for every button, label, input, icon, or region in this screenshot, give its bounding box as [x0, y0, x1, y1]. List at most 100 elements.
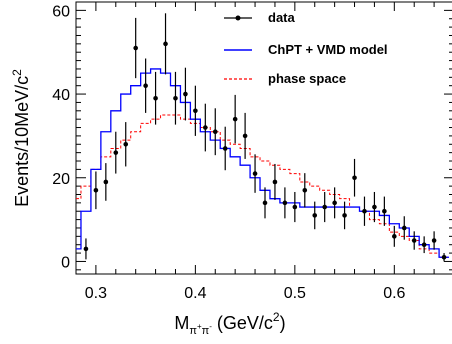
- data-point-marker: [163, 41, 168, 47]
- data-point-marker: [252, 171, 258, 176]
- model-step-line: [76, 68, 450, 258]
- data-point: [302, 173, 308, 208]
- legend-label-phase-space: phase space: [268, 71, 346, 86]
- data-point-marker: [242, 133, 248, 139]
- model-curve: [76, 68, 450, 258]
- data-point: [322, 191, 327, 223]
- data-point-marker: [342, 213, 347, 218]
- data-point-marker: [203, 125, 208, 130]
- y-tick-label: 40: [52, 87, 70, 104]
- data-point: [242, 112, 248, 159]
- data-point-marker: [133, 45, 138, 51]
- data-point-marker: [441, 254, 447, 260]
- x-tick-label: 0.4: [184, 285, 206, 302]
- data-point-marker: [212, 129, 218, 135]
- legend: data ChPT + VMD model phase space: [224, 10, 388, 86]
- data-point-marker: [93, 188, 99, 193]
- x-tick-label: 0.3: [85, 285, 107, 302]
- legend-label-model: ChPT + VMD model: [268, 42, 388, 57]
- data-point-marker: [113, 150, 119, 155]
- data-point: [401, 216, 407, 240]
- data-point-marker: [411, 238, 417, 243]
- data-point: [232, 94, 238, 144]
- y-tick-label: 20: [52, 171, 70, 188]
- x-axis-label-sub2: π: [202, 325, 210, 337]
- data-point-marker: [362, 208, 367, 214]
- data-point: [372, 191, 377, 223]
- data-point: [282, 187, 288, 219]
- data-point: [163, 13, 168, 75]
- legend-entry-phase-space: phase space: [224, 71, 346, 86]
- data-point-marker: [143, 83, 148, 88]
- x-tick-label: 0.5: [284, 285, 306, 302]
- data-point-marker: [123, 141, 129, 147]
- data-point: [362, 196, 367, 226]
- data-point-marker: [183, 91, 188, 97]
- data-point: [441, 253, 447, 262]
- data-point: [103, 163, 109, 201]
- data-point: [153, 71, 158, 125]
- data-point-marker: [382, 208, 387, 214]
- data-point: [222, 126, 228, 171]
- data-point-marker: [262, 200, 268, 206]
- data-point: [292, 191, 298, 223]
- data-point-marker: [103, 179, 109, 185]
- data-point-marker: [312, 213, 318, 218]
- data-point-marker: [401, 225, 407, 231]
- data-point: [212, 108, 218, 156]
- data-point-marker: [83, 246, 89, 252]
- y-tick-label: 0: [61, 254, 70, 271]
- y-tick-labels: 0 20 40 60: [52, 3, 70, 271]
- data-point: [332, 187, 337, 219]
- legend-entry-model: ChPT + VMD model: [224, 42, 388, 57]
- data-point: [312, 201, 318, 230]
- data-point-marker: [282, 200, 288, 206]
- axis-ticks: [75, 1, 452, 274]
- data-point: [83, 238, 89, 260]
- data-point: [173, 71, 178, 125]
- data-point: [93, 171, 99, 210]
- data-point-marker: [322, 204, 327, 210]
- data-point-marker: [431, 238, 437, 243]
- data-point: [203, 103, 208, 152]
- x-tick-label: 0.6: [383, 285, 405, 302]
- data-point: [382, 196, 387, 226]
- y-axis-label-text: Events/10MeV/c: [12, 76, 32, 207]
- data-points: [83, 13, 447, 262]
- data-point-marker: [222, 146, 228, 151]
- data-point: [113, 131, 119, 174]
- data-point: [392, 225, 397, 247]
- data-point: [123, 122, 129, 167]
- data-point: [143, 58, 148, 113]
- data-point-marker: [352, 175, 357, 181]
- legend-entry-data: data: [224, 10, 296, 25]
- plot-frame: [75, 1, 452, 275]
- legend-label-data: data: [268, 10, 296, 25]
- data-point: [352, 158, 357, 197]
- x-axis-label-sup2: -: [209, 322, 212, 331]
- x-tick-labels: 0.3 0.4 0.5 0.6: [85, 285, 406, 302]
- data-point: [411, 231, 417, 250]
- data-point: [431, 231, 437, 250]
- x-axis-label-sup1: +: [197, 322, 202, 331]
- phase-space-step-line: [76, 114, 450, 258]
- data-point: [193, 85, 198, 136]
- y-axis-label: Events/10MeV/c2: [10, 69, 32, 207]
- data-point: [133, 17, 138, 79]
- x-axis-label-units-sup: 2: [273, 310, 280, 324]
- data-point-marker: [372, 204, 377, 210]
- x-axis-label: Mπ+π- (GeV/c2): [174, 310, 285, 337]
- x-axis-label-base: M: [174, 313, 189, 333]
- x-axis-label-sub: π: [189, 325, 197, 337]
- data-point-marker: [173, 95, 178, 101]
- data-point-marker: [232, 116, 238, 122]
- data-point: [272, 163, 278, 200]
- x-axis-label-units: (GeV/c: [212, 313, 273, 333]
- data-point-marker: [153, 95, 158, 101]
- data-point-marker: [272, 179, 278, 185]
- data-point: [183, 67, 188, 121]
- data-point: [421, 236, 427, 254]
- phase-space-curve: [76, 114, 450, 258]
- data-point: [342, 201, 347, 230]
